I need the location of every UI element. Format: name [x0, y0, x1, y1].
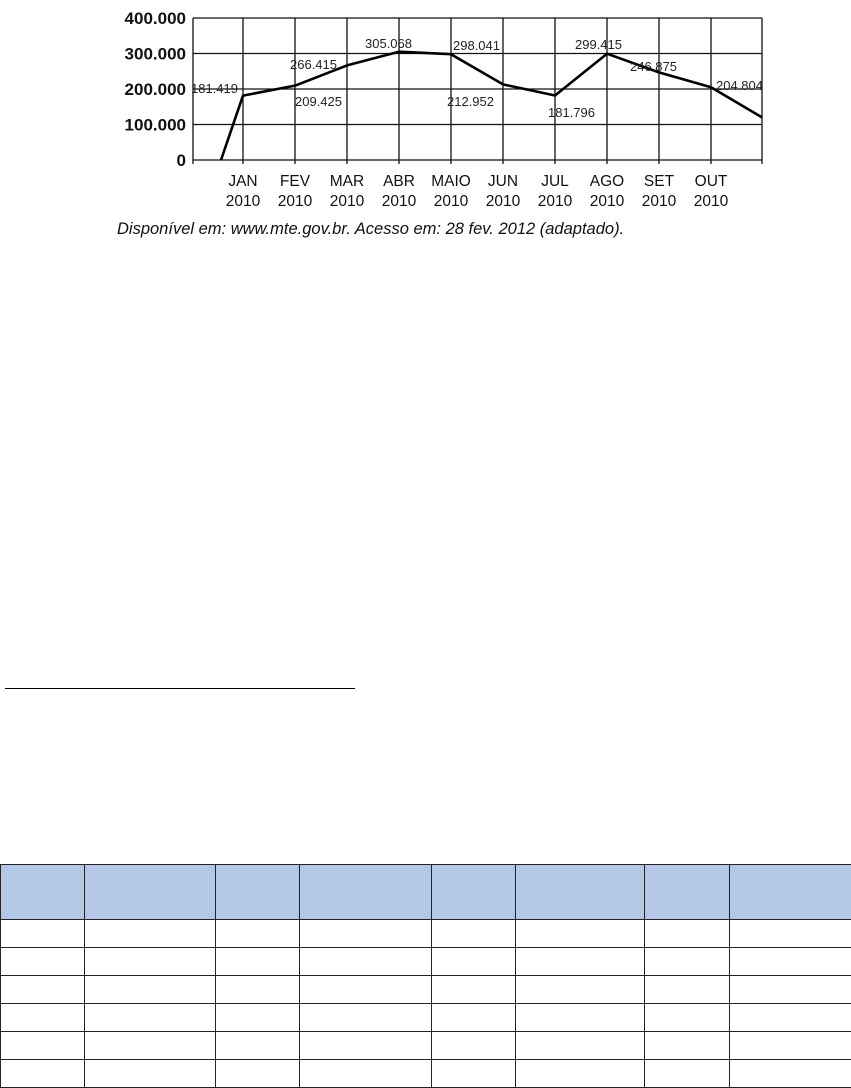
line-chart: 0 100.000 200.000 300.000 400.000 JAN 2010 FEV 2… [125, 9, 763, 210]
y-tick-label: 300.000 [125, 45, 186, 64]
blank-table [0, 864, 851, 1088]
table-cell [644, 919, 730, 948]
table-header-cell [0, 864, 85, 920]
table-cell [515, 947, 645, 976]
chart-source-caption: Disponível em: www.mte.gov.br. Acesso em… [117, 220, 625, 238]
table-cell [729, 947, 851, 976]
y-tick-label: 400.000 [125, 9, 186, 28]
table-cell [431, 919, 516, 948]
data-label: 181.419 [191, 81, 238, 96]
table-cell [84, 975, 216, 1004]
table-header-cell [644, 864, 730, 920]
table-cell [431, 1059, 516, 1088]
table-cell [0, 1059, 85, 1088]
x-tick-label: MAR 2010 [330, 173, 365, 210]
table-cell [299, 1031, 432, 1060]
data-label: 181.796 [548, 105, 595, 120]
data-label: 209.425 [295, 94, 342, 109]
table-cell [299, 947, 432, 976]
table-row [0, 919, 851, 948]
x-tick-label: MAIO 2010 [431, 173, 471, 210]
table-cell [729, 1031, 851, 1060]
table-header-cell [515, 864, 645, 920]
table-cell [515, 975, 645, 1004]
table-cell [515, 919, 645, 948]
table-cell [215, 947, 300, 976]
table-cell [644, 947, 730, 976]
x-tick-label: AGO 2010 [590, 173, 625, 210]
table-cell [729, 975, 851, 1004]
table-cell [644, 1003, 730, 1032]
x-tick-label: OUT 2010 [694, 173, 729, 210]
table-cell [215, 975, 300, 1004]
underline-rule [5, 688, 355, 689]
table-cell [299, 975, 432, 1004]
y-tick-label: 100.000 [125, 116, 186, 135]
table-cell [644, 975, 730, 1004]
x-tick-label: JUL 2010 [538, 173, 573, 210]
table-cell [0, 975, 85, 1004]
table-cell [84, 947, 216, 976]
x-tick-label: SET 2010 [642, 173, 677, 210]
x-tick-label: FEV 2010 [278, 173, 313, 210]
table-cell [431, 975, 516, 1004]
table-cell [515, 1031, 645, 1060]
x-tick-label: ABR 2010 [382, 173, 417, 210]
table-header-cell [84, 864, 216, 920]
table-row [0, 1059, 851, 1088]
table-header-cell [215, 864, 300, 920]
data-label: 299.415 [575, 37, 622, 52]
table-cell [299, 1059, 432, 1088]
table-cell [84, 919, 216, 948]
table-cell [431, 1031, 516, 1060]
data-label: 212.952 [447, 94, 494, 109]
table-header-cell [299, 864, 432, 920]
table-row [0, 1031, 851, 1060]
table-row [0, 947, 851, 976]
table-row [0, 1003, 851, 1032]
table-header-cell [729, 864, 851, 920]
table-cell [515, 1003, 645, 1032]
table-cell [299, 919, 432, 948]
table-cell [299, 1003, 432, 1032]
table-row [0, 975, 851, 1004]
table-cell [729, 1003, 851, 1032]
table-cell [0, 1031, 85, 1060]
data-label: 204.804 [716, 78, 763, 93]
table-cell [84, 1031, 216, 1060]
table-cell [0, 1003, 85, 1032]
y-tick-label: 200.000 [125, 80, 186, 99]
table-header-cell [431, 864, 516, 920]
data-line [219, 50, 763, 161]
data-label: 246.875 [630, 59, 677, 74]
table-cell [215, 1059, 300, 1088]
table-cell [215, 1003, 300, 1032]
data-label: 298.041 [453, 38, 500, 53]
table-cell [431, 947, 516, 976]
table-cell [84, 1003, 216, 1032]
table-cell [515, 1059, 645, 1088]
table-cell [431, 1003, 516, 1032]
table-cell [215, 919, 300, 948]
table-cell [0, 947, 85, 976]
table-cell [644, 1031, 730, 1060]
table-cell [215, 1031, 300, 1060]
table-cell [729, 1059, 851, 1088]
x-tick-label: JUN 2010 [486, 173, 521, 210]
table-cell [0, 919, 85, 948]
data-label: 266.415 [290, 57, 337, 72]
y-tick-label: 0 [177, 151, 186, 170]
data-label: 305.068 [365, 36, 412, 51]
x-tick-label: JAN 2010 [226, 173, 261, 210]
table-cell [729, 919, 851, 948]
table-cell [84, 1059, 216, 1088]
table-cell [644, 1059, 730, 1088]
table-header-row [0, 864, 851, 920]
